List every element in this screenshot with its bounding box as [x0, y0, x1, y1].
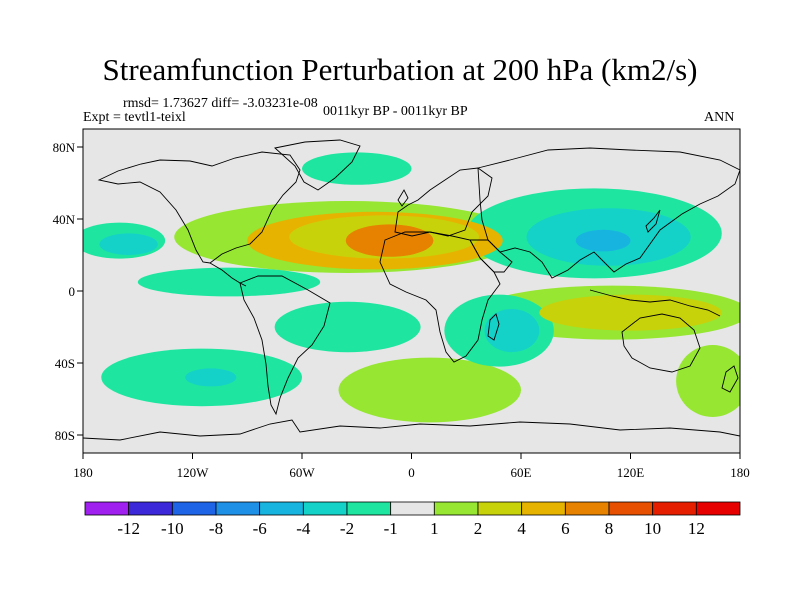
coast-indonesia: [589, 289, 721, 317]
season-label: ANN: [704, 110, 735, 125]
field-region-southern-ocean-high: [676, 345, 740, 417]
coast-new-zealand: [721, 365, 739, 393]
coast-japan: [645, 209, 661, 233]
coast-central-america: [209, 262, 247, 287]
coastline-layer: [83, 139, 740, 441]
coast-arabia: [469, 239, 513, 273]
field-region-south-pacific-low-core: [185, 368, 237, 387]
colorbar-swatch: [433, 501, 479, 516]
field-region-east-asia-low-core: [575, 229, 631, 252]
x-tick-label: 0: [408, 465, 415, 480]
coast-north-america: [97, 151, 301, 264]
colorbar-label: -12: [117, 519, 140, 538]
colorbar-label: -10: [161, 519, 184, 538]
colorbar-swatch: [84, 501, 130, 516]
colorbar-swatch: [695, 501, 741, 516]
coast-south-america: [239, 275, 331, 416]
colorbar-label: 1: [430, 519, 439, 538]
coast-asia: [477, 147, 740, 279]
colorbar-swatch: [564, 501, 610, 516]
colorbar-label: -8: [209, 519, 223, 538]
field-region-north-atlantic-africa-core: [345, 224, 434, 257]
y-tick-label: 0: [69, 284, 76, 299]
colorbar-swatch: [128, 501, 173, 516]
colorbar-swatch: [390, 501, 435, 516]
coast-antarctica: [83, 419, 740, 441]
colorbar-label: 6: [561, 519, 570, 538]
colorbar-swatch: [608, 501, 654, 516]
colorbar-label: 4: [517, 519, 526, 538]
colorbar: -12 -10 -8 -6 -4 -2 -1 1 2 4 6 8 10 12: [84, 501, 741, 538]
coast-uk: [397, 189, 409, 207]
colorbar-swatch: [259, 501, 304, 516]
colorbar-swatch: [215, 501, 261, 516]
x-tick-label: 180: [730, 465, 750, 480]
plot-title: Streamfunction Perturbation at 200 hPa (…: [102, 52, 698, 87]
colorbar-swatch: [521, 501, 566, 516]
coast-australia: [621, 313, 701, 373]
period-line: 0011kyr BP - 0011kyr BP: [323, 104, 468, 119]
colorbar-label: 2: [474, 519, 483, 538]
coast-madagascar: [487, 313, 500, 341]
colorbar-label: -6: [253, 519, 267, 538]
coast-africa: [379, 231, 501, 363]
coast-greenland: [274, 139, 361, 191]
field-region-greenland-low: [302, 152, 412, 185]
colorbar-label: -4: [296, 519, 311, 538]
x-tick-label: 180: [73, 465, 93, 480]
colorbar-label: 10: [644, 519, 661, 538]
field-region-maritime-continent-core: [539, 294, 722, 331]
field-region-south-indian-low-core: [484, 309, 540, 353]
field-region-south-atlantic-low: [274, 301, 421, 353]
x-tick-label: 60E: [511, 465, 532, 480]
y-tick-label: 80S: [55, 428, 75, 443]
colorbar-label: -1: [384, 519, 398, 538]
y-tick-label: 40N: [53, 212, 76, 227]
experiment-line: Expt = tevtl1-teixl: [83, 110, 186, 125]
field-layer: [83, 152, 740, 423]
x-tick-label: 120E: [617, 465, 645, 480]
colorbar-label: 12: [688, 519, 705, 538]
colorbar-label: 8: [605, 519, 614, 538]
x-tick-label: 60W: [289, 465, 315, 480]
colorbar-swatch: [171, 501, 217, 516]
stats-line: rmsd= 1.73627 diff= -3.03231e-08: [123, 96, 318, 111]
field-region-tropical-pacific-low: [137, 267, 321, 297]
field-region-south-pacific-high: [338, 357, 521, 423]
axis-layer: 180 120W 60W 0 60E 120E 180 80N 40N 0 40S 80S: [53, 140, 750, 480]
colorbar-label: -2: [340, 519, 354, 538]
colorbar-swatch: [652, 501, 697, 516]
colorbar-swatch: [346, 501, 392, 516]
field-region-west-pacific-low-core: [99, 233, 158, 255]
y-tick-label: 80N: [53, 140, 76, 155]
x-tick-label: 120W: [177, 465, 210, 480]
y-tick-label: 40S: [55, 356, 75, 371]
colorbar-swatch: [477, 501, 523, 516]
colorbar-swatch: [302, 501, 348, 516]
